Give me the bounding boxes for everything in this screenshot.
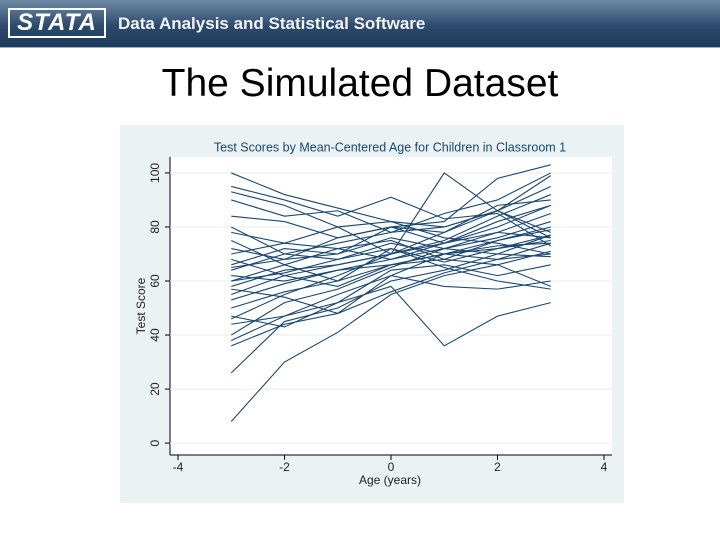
- x-tick-label: 4: [601, 460, 608, 474]
- series-line: [231, 275, 551, 315]
- series-line: [231, 185, 552, 247]
- x-tick-label: -2: [279, 460, 290, 474]
- x-axis-label: Age (years): [359, 473, 421, 487]
- slide-title: The Simulated Dataset: [161, 62, 559, 105]
- series-line: [230, 226, 551, 260]
- y-tick-label: 0: [148, 439, 162, 446]
- y-tick-label: 20: [148, 382, 162, 396]
- series-line: [231, 253, 551, 282]
- series-line: [231, 172, 552, 233]
- logo: STATA: [8, 8, 106, 38]
- x-tick-label: 2: [494, 460, 501, 474]
- y-axis-label: Test Score: [134, 277, 148, 334]
- series-line: [231, 264, 551, 328]
- x-tick-label: -4: [173, 460, 184, 474]
- series-line: [231, 237, 551, 266]
- tagline: Data Analysis and Statistical Software: [118, 14, 426, 33]
- series-line: [231, 285, 551, 347]
- y-tick-label: 80: [148, 220, 162, 234]
- y-tick-label: 100: [148, 163, 162, 183]
- series-line: [231, 172, 552, 239]
- header-bar: STATA Data Analysis and Statistical Soft…: [0, 0, 720, 48]
- series-line: [231, 164, 551, 269]
- y-tick-label: 40: [148, 328, 162, 342]
- y-tick-label: 60: [148, 274, 162, 288]
- x-tick-label: 0: [388, 460, 395, 474]
- chart-title: Test Scores by Mean-Centered Age for Chi…: [214, 140, 566, 154]
- series-line: [231, 239, 551, 287]
